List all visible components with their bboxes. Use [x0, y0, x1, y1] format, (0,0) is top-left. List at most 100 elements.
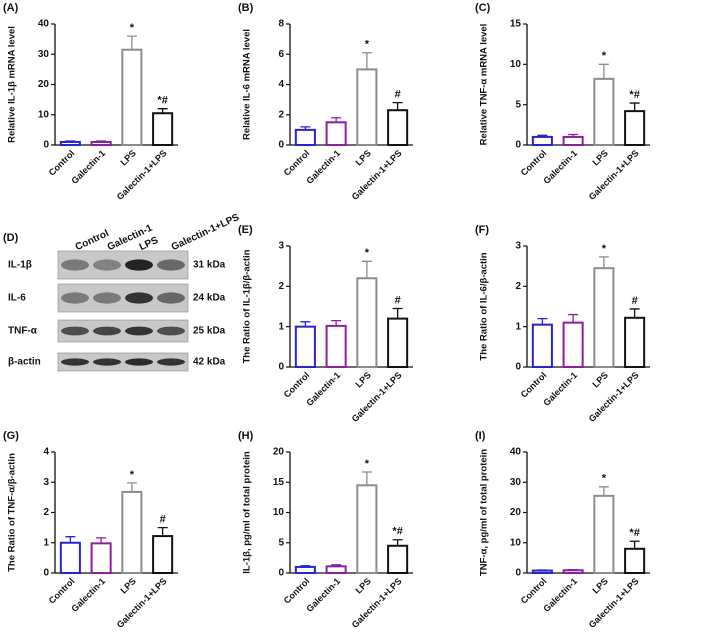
bar [562, 321, 584, 368]
bar [121, 490, 143, 574]
bar [325, 565, 347, 574]
bar [152, 535, 174, 574]
y-tick-label: 0 [515, 362, 521, 373]
error-bar [65, 536, 76, 543]
y-tick-label: 20 [38, 79, 50, 90]
error-bar [157, 526, 168, 537]
error-bar [598, 256, 609, 269]
protein-label: IL-6 [8, 293, 26, 304]
size-label: 31 kDa [193, 260, 226, 271]
y-tick-label: 20 [510, 507, 522, 518]
bar [387, 544, 409, 575]
x-tick-label: LPS [354, 370, 373, 389]
panel-label: (G) [3, 430, 19, 442]
panel-label: (D) [3, 232, 19, 244]
y-tick-label: 15 [273, 477, 285, 488]
y-tick-label: 10 [510, 537, 522, 548]
x-tick-label: Control [47, 148, 77, 178]
protein-label: IL-1β [8, 260, 32, 271]
bar [624, 110, 646, 147]
panel-label: (C) [475, 2, 491, 14]
significance-label: *# [392, 526, 402, 538]
significance-label: * [365, 247, 370, 259]
blot-strip [57, 319, 189, 343]
bar [325, 324, 347, 368]
y-tick-label: 6 [278, 49, 284, 60]
significance-label: *# [157, 95, 167, 107]
y-tick-label: 2 [278, 109, 284, 120]
x-tick-label: Control [519, 576, 549, 606]
panel-label: (I) [475, 430, 486, 442]
y-tick-label: 0 [515, 140, 521, 151]
bar [59, 541, 81, 574]
error-bar [629, 102, 640, 112]
y-tick-label: 2 [278, 281, 284, 292]
y-axis-label: Relative IL-6 mRNA level [242, 29, 253, 140]
y-tick-label: 40 [38, 19, 50, 30]
blot-band [61, 358, 89, 366]
blot-band [93, 326, 121, 336]
x-tick-label: Control [282, 148, 312, 178]
bar [121, 48, 143, 146]
y-tick-label: 1 [515, 321, 521, 332]
y-tick-label: 3 [43, 477, 49, 488]
blot-band [93, 292, 121, 304]
bar [624, 316, 646, 368]
lane-label: Control [74, 228, 111, 253]
error-bar [65, 140, 76, 142]
error-bar [126, 482, 137, 492]
y-tick-label: 30 [38, 49, 50, 60]
y-tick-label: 5 [278, 537, 284, 548]
bar [562, 135, 584, 147]
bar [387, 317, 409, 369]
error-bar [537, 134, 548, 137]
blot-band [125, 292, 153, 304]
significance-label: # [395, 89, 401, 101]
error-bar [300, 321, 311, 327]
y-tick-label: 0 [278, 362, 284, 373]
error-bar [126, 35, 137, 50]
bar [387, 109, 409, 146]
panel-label: (E) [238, 224, 253, 236]
error-bar [361, 260, 372, 279]
y-tick-label: 0 [43, 568, 49, 579]
error-bar [392, 307, 403, 319]
panel-label: (F) [475, 224, 489, 236]
significance-label: # [632, 295, 638, 307]
bar [624, 547, 646, 574]
x-tick-label: LPS [354, 576, 373, 595]
y-axis-label: TNF-α, pg/ml of total protein [479, 449, 490, 576]
bar [593, 494, 615, 574]
blot-band [61, 326, 89, 336]
bar [356, 68, 378, 146]
blot-band [125, 259, 153, 271]
y-tick-label: 10 [510, 59, 522, 70]
x-tick-label: LPS [591, 148, 610, 167]
y-axis-label: The Ratio of IL-6/β-actin [479, 252, 490, 360]
error-bar [568, 133, 579, 137]
significance-label: * [130, 469, 135, 481]
y-tick-label: 4 [278, 79, 284, 90]
blot-band [157, 292, 185, 304]
error-bar [300, 126, 311, 130]
y-tick-label: 1 [43, 537, 49, 548]
significance-label: * [365, 458, 370, 470]
lane-label: Galectin-1+LPS [170, 212, 242, 253]
y-tick-label: 8 [278, 19, 284, 30]
x-tick-label: Control [519, 148, 549, 178]
y-tick-label: 2 [515, 281, 521, 292]
bar [562, 569, 584, 575]
bar [294, 565, 316, 575]
y-axis-label: Relative TNF-α mRNA level [479, 24, 490, 146]
significance-label: # [395, 294, 401, 306]
bar [531, 323, 553, 368]
error-bar [361, 471, 372, 486]
size-label: 24 kDa [193, 293, 226, 304]
protein-label: TNF-α [8, 326, 38, 337]
error-bar [331, 117, 342, 123]
x-tick-label: LPS [119, 148, 138, 167]
blot-band [61, 292, 89, 304]
error-bar [537, 317, 548, 325]
